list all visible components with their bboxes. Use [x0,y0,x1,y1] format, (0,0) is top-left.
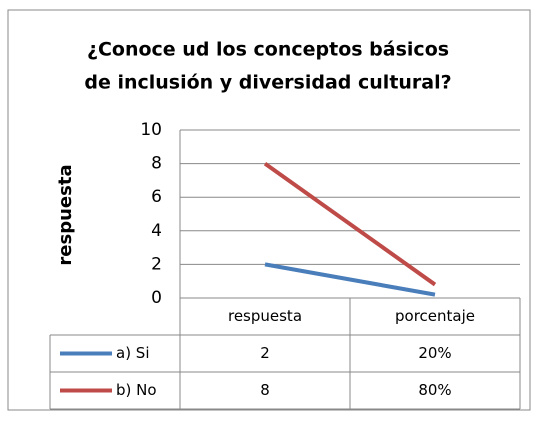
table-value: 2 [260,344,270,362]
legend-label: b) No [116,381,157,399]
y-tick-label: 2 [151,254,162,274]
legend-label: a) Si [116,344,150,362]
y-tick-label: 0 [151,288,162,308]
y-tick-label: 8 [151,154,162,174]
x-tick-label: respuesta [228,307,302,325]
x-tick-label: porcentaje [395,307,475,325]
series-line [264,262,436,297]
y-tick-label: 6 [151,187,162,207]
chart-title-line1: ¿Conoce ud los conceptos básicos [87,39,449,61]
chart-title-line2: de inclusión y diversidad cultural? [84,72,451,94]
y-axis-label: respuesta [55,164,76,265]
table-value: 20% [418,344,451,362]
y-tick-label: 4 [151,221,162,241]
series-line [263,161,437,287]
chart-border [7,9,531,411]
y-tick-label: 10 [140,120,162,140]
table-value: 80% [418,381,451,399]
table-value: 8 [260,381,270,399]
